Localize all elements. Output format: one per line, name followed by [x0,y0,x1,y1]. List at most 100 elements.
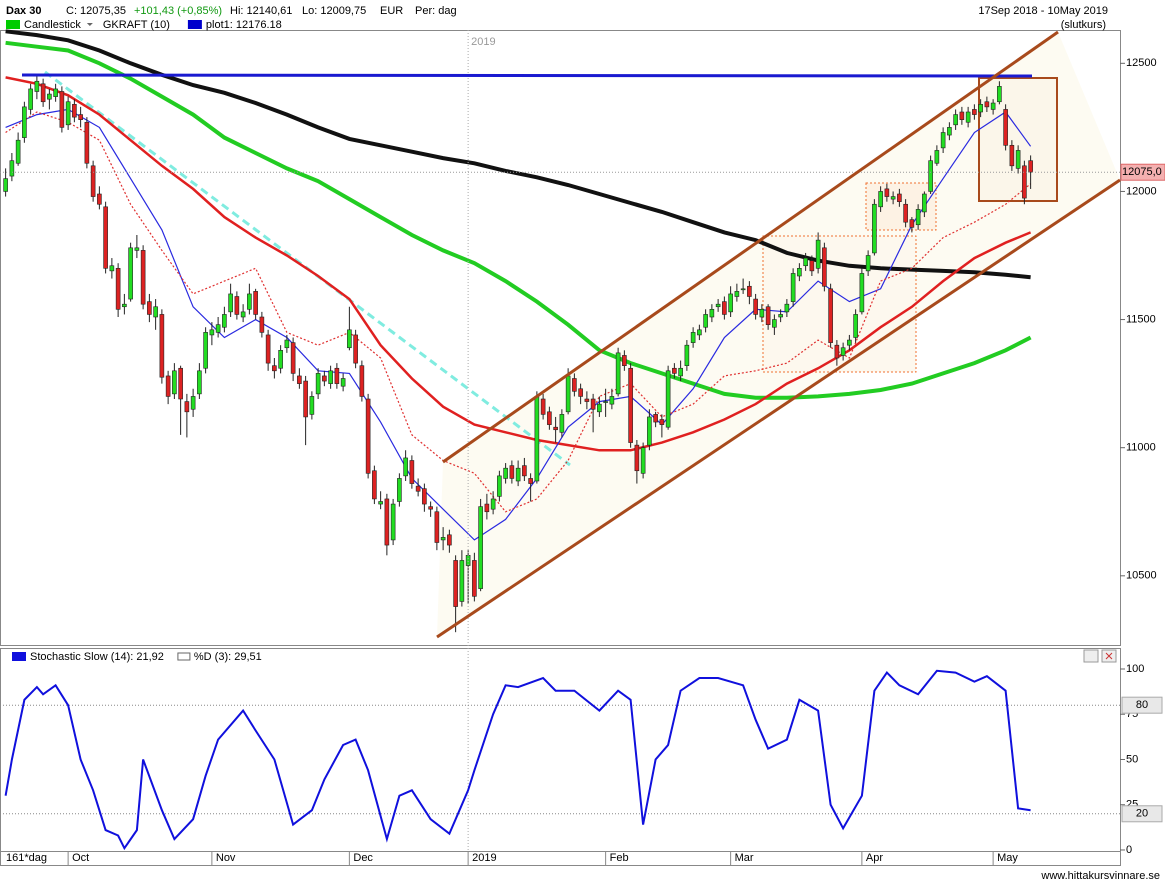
candle-body [753,298,758,315]
candle-body [178,367,183,400]
box [978,77,1058,202]
candle-body [303,380,308,418]
candle-body [965,111,971,123]
price-type: (slutkurs) [1061,19,1106,31]
candle-body [315,373,321,395]
low: Lo: 12009,75 [302,5,366,17]
candle-body [34,80,40,92]
candle-body [203,332,208,369]
stochastic-header [1083,649,1117,663]
candle-body [72,104,77,118]
candle-body [540,398,546,415]
candle-body [1022,165,1027,199]
candle-body [447,534,452,546]
x-tick-label: Dec [353,852,373,864]
candle-body [584,398,590,402]
candle-body [378,501,383,505]
line [4,669,1031,851]
candle-body [897,193,902,202]
candle-body [209,329,215,336]
candle-body [778,314,783,318]
candle-body [147,301,152,315]
candle-body [384,498,390,546]
candle-body [215,324,221,333]
candle-body [190,396,196,410]
candle-body [103,206,108,269]
candle-body [928,160,933,192]
candle-body [547,411,552,425]
candle-body [165,375,171,397]
candle-body [1015,150,1021,169]
legend-label: %D (3): 29,51 [194,651,262,663]
candle-body [759,309,765,318]
candle-body [259,316,265,333]
candle-body [915,209,921,226]
candle-body [334,367,340,384]
candle-body [440,537,446,541]
line [5,111,1031,513]
candle-body [278,350,283,369]
drawings [21,30,1121,639]
year-label: 2019 [471,36,495,48]
channel-line [436,178,1121,639]
candle-body [40,83,46,103]
watermark: www.hittakursvinnare.se [1040,870,1160,882]
candle-body [603,401,608,403]
candle-body [940,132,946,149]
candle-body [890,196,896,200]
candle-body [265,334,271,364]
period: Per: dag [415,5,457,17]
level-box [1121,696,1163,714]
x-tick-label: Oct [72,852,89,864]
candle-body [522,465,527,477]
candle-body [934,150,940,164]
candle-body [140,250,146,305]
candle-body [247,293,252,310]
date-axis [0,851,1121,866]
candle-body [409,460,415,484]
legend-swatch [177,652,191,661]
candle-body [959,111,965,120]
candle-body [578,388,583,397]
candle-body [622,355,627,366]
candle-body [9,160,15,177]
candle-body [884,188,890,197]
candle-body [922,193,927,213]
candle-body [834,344,840,359]
candle-body [415,485,421,492]
candle-body [272,365,277,372]
candle-body [572,378,577,392]
candle-body [565,375,571,413]
level-box [1121,805,1163,823]
candle-body [90,165,96,197]
candle-body [222,314,227,328]
x-tick-label: Apr [866,852,883,864]
last-price-label: 12075,0 [1122,166,1162,178]
candle-body [503,467,508,479]
candle-body [97,193,102,205]
candle-body [197,370,202,395]
candle-body [634,444,640,472]
dropdown [86,23,93,26]
candle-body [184,401,190,413]
candle-body [665,370,671,428]
candle-body [909,219,915,228]
candle-body [609,396,615,405]
candle-body [515,467,521,482]
y-tick-label: 11500 [1126,313,1156,325]
candle-body [328,370,333,384]
y-tick-label: 50 [1126,753,1138,765]
candle-body [559,414,565,433]
y-tick-label: 11000 [1126,442,1156,454]
candle-body [490,498,496,510]
candle-body [703,314,708,328]
candle-body [859,273,865,313]
candle-body [234,296,240,315]
candle-body [484,503,490,513]
settings-icon[interactable] [1083,649,1099,663]
candle-body [809,260,815,272]
candle-body [1028,160,1033,173]
line [5,40,1032,400]
candle-body [953,114,958,126]
